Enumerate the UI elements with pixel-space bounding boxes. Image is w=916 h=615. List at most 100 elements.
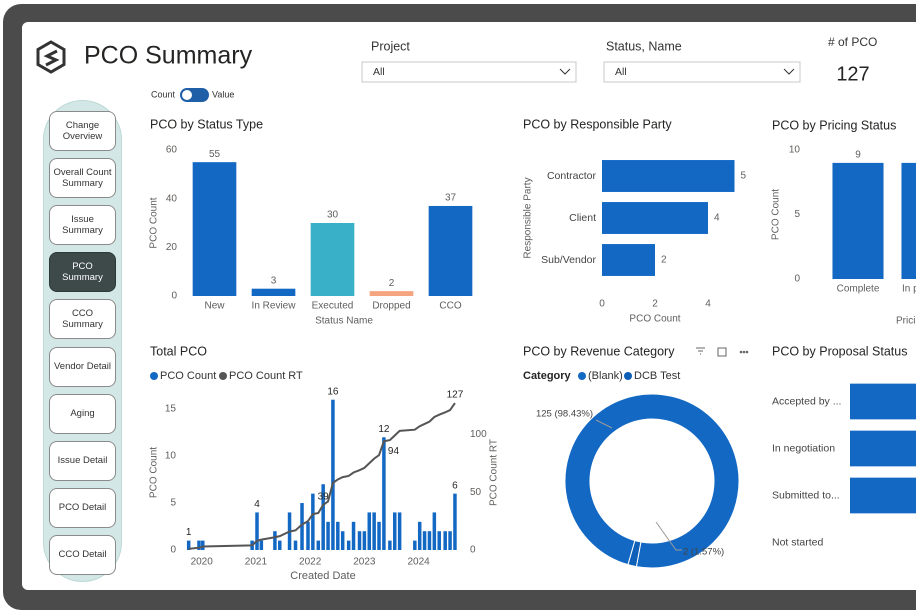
toggle-right: Value <box>212 89 234 99</box>
nav-button[interactable]: Issue Summary <box>49 205 116 246</box>
y-axis-title: PCO Count <box>149 447 160 498</box>
legend-marker <box>578 372 586 380</box>
y-tick-label: 0 <box>794 274 800 285</box>
y2-tick-label: 50 <box>470 487 482 498</box>
bar <box>602 244 655 276</box>
data-label: 2 <box>661 255 667 266</box>
bar <box>351 521 356 550</box>
y-axis-title: PCO Count <box>771 189 782 240</box>
legend-label: (Blank) <box>588 370 623 382</box>
bar <box>357 531 362 550</box>
y-tick-label: Submitted to... <box>772 489 840 501</box>
x-tick-label: In Review <box>252 301 297 312</box>
x-tick-label: Complete <box>837 284 880 295</box>
y-tick-label: 40 <box>166 193 178 204</box>
nav-panel: Change Overview Overall Count Summary Issu… <box>43 100 122 582</box>
data-label: 127 <box>447 390 464 401</box>
bar <box>417 521 422 550</box>
nav-button[interactable]: CCO Detail <box>49 534 116 575</box>
bar <box>310 223 355 296</box>
data-label: 39 <box>318 492 330 503</box>
bar <box>832 162 884 279</box>
data-label: 6 <box>452 480 458 491</box>
data-label: 55 <box>209 149 221 160</box>
bar <box>432 512 437 550</box>
chart-title: PCO by Pricing Status <box>772 118 896 132</box>
nav-button[interactable]: Overall Count Summary <box>49 158 116 199</box>
data-label: 5 <box>741 171 747 182</box>
x-tick-label: In progress <box>902 284 916 295</box>
x-tick-label: New <box>204 301 225 312</box>
kpi-label: # of PCO <box>828 35 877 49</box>
bar <box>443 531 447 550</box>
chart-title: Total PCO <box>150 344 207 358</box>
logo <box>36 40 66 74</box>
bar <box>602 202 708 234</box>
x-tick-label: 0 <box>599 299 605 310</box>
x-axis-title: Status Name <box>315 316 373 327</box>
bar <box>197 540 201 550</box>
bar <box>186 540 191 550</box>
chevron <box>783 68 795 75</box>
y-axis-title: Responsible Party <box>523 177 534 258</box>
nav-button[interactable]: CCO Summary <box>49 299 116 340</box>
y-axis-title: PCO Count <box>149 197 160 248</box>
donut-slice <box>564 393 740 569</box>
bar <box>388 540 392 550</box>
data-label: 94 <box>388 446 400 457</box>
bar <box>316 540 321 550</box>
data-label: 12 <box>378 424 390 435</box>
donut-slice <box>627 539 642 568</box>
x-axis-title: Created Date <box>290 570 355 582</box>
filter-dropdown[interactable] <box>361 61 577 83</box>
x-axis-title: Pricing Status <box>896 316 916 327</box>
bar <box>850 477 916 514</box>
page-title: PCO Summary <box>84 42 253 70</box>
bar <box>321 484 325 550</box>
bar <box>326 521 330 550</box>
filter-label: Project <box>371 39 410 53</box>
y-tick-label: Sub/Vendor <box>541 254 596 266</box>
x-tick-label: 2 <box>652 299 658 310</box>
toggle-left: Count <box>151 89 176 99</box>
bar <box>336 521 340 550</box>
bar <box>346 540 351 550</box>
toggle-knob <box>182 90 192 100</box>
bar <box>901 162 916 279</box>
bar <box>362 531 367 550</box>
kpi-value: 127 <box>836 63 869 85</box>
nav-button[interactable]: Aging <box>49 393 116 434</box>
y-tick-label: Accepted by ... <box>772 395 841 407</box>
bar <box>273 531 277 550</box>
bar <box>393 512 397 550</box>
nav-button[interactable]: Change Overview <box>49 111 116 151</box>
x-tick-label: 4 <box>705 299 711 310</box>
bar <box>448 531 452 550</box>
legend-label: PCO Count <box>160 370 216 382</box>
filter-dropdown[interactable] <box>603 61 801 83</box>
bar <box>369 291 414 296</box>
bar <box>293 540 298 550</box>
y-tick-label: 5 <box>794 209 800 220</box>
x-tick-label: 2021 <box>245 557 268 568</box>
bar <box>437 531 441 550</box>
report-page <box>22 22 916 590</box>
nav-button[interactable]: Vendor Detail <box>49 346 116 387</box>
y-tick-label: 5 <box>170 498 176 509</box>
nav-button[interactable]: Issue Detail <box>49 440 116 481</box>
legend-marker <box>624 372 632 380</box>
data-label: 37 <box>445 193 457 204</box>
nav-button[interactable]: PCO Summary <box>49 252 116 293</box>
filter-value: All <box>373 66 385 78</box>
bar <box>192 162 237 296</box>
y-tick-label: Client <box>569 212 596 224</box>
legend-marker <box>219 372 227 380</box>
data-label: 4 <box>254 499 260 510</box>
data-label: 30 <box>327 210 339 221</box>
x-tick-label: 2022 <box>299 557 322 568</box>
visual-header-icons[interactable] <box>696 347 749 357</box>
bar <box>278 540 282 550</box>
nav-button[interactable]: PCO Detail <box>49 487 116 528</box>
bar <box>255 512 259 550</box>
